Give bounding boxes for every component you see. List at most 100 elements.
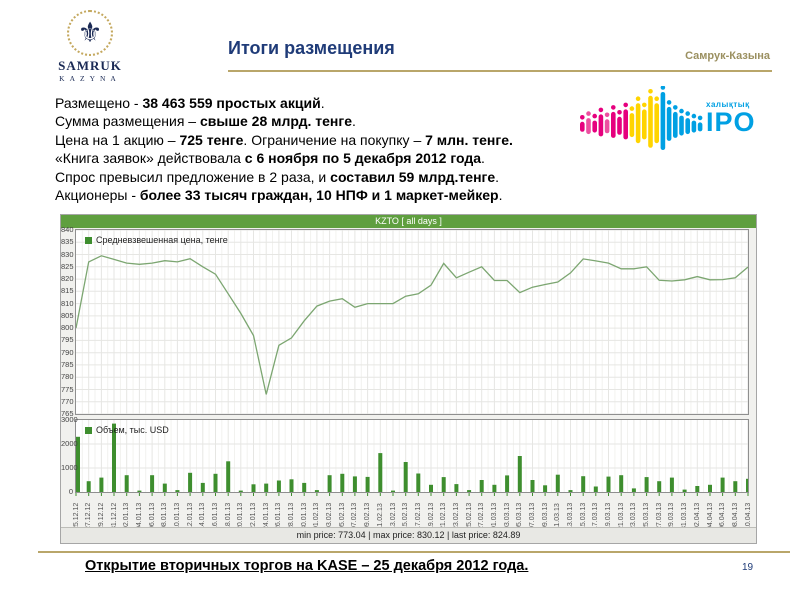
price-legend-label: Средневзвешенная цена, тенге bbox=[96, 235, 228, 245]
date-label: 17.03.13 bbox=[592, 502, 600, 530]
price-y-label: 805 bbox=[61, 310, 74, 320]
price-y-label: 790 bbox=[61, 347, 74, 357]
volume-pane: Объем, тыс. USD bbox=[75, 419, 749, 493]
volume-bar-plot bbox=[76, 420, 748, 492]
footer-rule bbox=[38, 551, 790, 553]
date-label: 02.04.13 bbox=[693, 502, 701, 530]
date-label: 07.03.13 bbox=[529, 502, 536, 530]
date-label: 11.02.13 bbox=[376, 503, 384, 530]
date-label: 05.03.13 bbox=[516, 502, 524, 530]
volume-y-label: 3000 bbox=[61, 415, 78, 424]
footer-text: Открытие вторичных торгов на KASE – 25 д… bbox=[85, 558, 529, 574]
price-y-label: 770 bbox=[61, 396, 74, 406]
price-y-label: 765 bbox=[61, 409, 74, 418]
date-label: 11.03.13 bbox=[554, 503, 562, 530]
volume-y-label: 0 bbox=[68, 487, 73, 496]
body-line: «Книга заявок» действовала с 6 ноября по… bbox=[55, 150, 485, 167]
price-y-label: 835 bbox=[61, 237, 74, 247]
date-label: 13.03.13 bbox=[567, 502, 574, 530]
date-label: 02.01.13 bbox=[123, 502, 131, 530]
date-label: 29.12.12 bbox=[97, 502, 105, 530]
page-number: 19 bbox=[742, 562, 754, 573]
price-y-label: 840 bbox=[61, 225, 74, 234]
date-label: 27.03.13 bbox=[655, 502, 663, 530]
price-legend: Средневзвешенная цена, тенге bbox=[85, 235, 228, 245]
date-label: 12.01.13 bbox=[186, 502, 194, 530]
body-line: Спрос превысил предложение в 2 раза, и с… bbox=[55, 168, 500, 185]
logo-text-samruk: SAMRUK bbox=[58, 58, 122, 73]
ipo-text-small: халықтық bbox=[706, 100, 750, 109]
date-label: 08.04.13 bbox=[731, 502, 739, 530]
date-label: 01.03.13 bbox=[490, 502, 498, 530]
price-line-plot bbox=[76, 230, 748, 414]
body-text-block: Размещено - 38 463 559 простых акций. Су… bbox=[55, 94, 590, 204]
date-label: 18.01.13 bbox=[224, 502, 232, 530]
date-label: 21.02.13 bbox=[440, 502, 448, 530]
x-axis-date-labels: 25.12.12 27.12.12 29.12.12 31.12.12 02.01.13… bbox=[72, 496, 752, 530]
date-label: 03.03.13 bbox=[503, 502, 511, 530]
ipo-logo-text: халықтық IPO bbox=[706, 100, 768, 137]
date-label: 06.04.13 bbox=[719, 502, 727, 530]
date-label: 10.04.13 bbox=[744, 502, 752, 530]
date-label: 13.02.13 bbox=[389, 502, 397, 530]
ipo-logo-bars-icon bbox=[580, 86, 703, 150]
samruk-emblem-icon: ⚜ bbox=[67, 10, 113, 56]
date-label: 28.01.13 bbox=[288, 502, 295, 530]
date-label: 09.02.13 bbox=[364, 502, 372, 530]
ipo-logo: халықтық IPO bbox=[578, 86, 768, 164]
date-label: 26.01.13 bbox=[275, 502, 283, 530]
legend-swatch-icon bbox=[85, 236, 92, 244]
date-label: 22.01.13 bbox=[250, 502, 257, 530]
date-label: 27.12.12 bbox=[85, 502, 93, 530]
date-label: 15.03.13 bbox=[579, 502, 587, 530]
date-label: 20.01.13 bbox=[237, 502, 245, 530]
date-label: 14.01.13 bbox=[199, 502, 207, 530]
price-y-label: 830 bbox=[61, 249, 74, 259]
date-label: 04.04.13 bbox=[706, 502, 714, 530]
volume-y-label: 2000 bbox=[61, 439, 78, 448]
price-y-label: 815 bbox=[61, 286, 74, 296]
date-label: 25.03.13 bbox=[643, 502, 651, 530]
date-label: 19.03.13 bbox=[605, 502, 612, 530]
chart-title-bar: KZTO [ all days ] bbox=[61, 215, 756, 228]
date-label: 07.02.13 bbox=[351, 502, 359, 530]
samruk-kazyna-logo: ⚜ SAMRUK KAZYNA bbox=[42, 10, 138, 83]
date-label: 06.01.13 bbox=[148, 502, 156, 530]
brand-label: Самрук-Казына bbox=[685, 50, 770, 62]
date-label: 30.01.13 bbox=[300, 502, 308, 530]
volume-legend-label: Объем, тыс. USD bbox=[96, 425, 169, 435]
date-label: 29.03.13 bbox=[668, 502, 676, 530]
price-y-label: 785 bbox=[61, 359, 74, 369]
date-label: 05.02.13 bbox=[338, 502, 346, 530]
date-label: 27.02.13 bbox=[478, 502, 486, 530]
price-y-label: 780 bbox=[61, 372, 74, 382]
date-label: 08.01.13 bbox=[161, 502, 169, 530]
kzto-chart: KZTO [ all days ] Средневзвешенная цена,… bbox=[60, 214, 757, 544]
date-label: 17.02.13 bbox=[414, 502, 422, 530]
date-label: 31.03.13 bbox=[681, 502, 689, 530]
date-label: 25.12.12 bbox=[72, 502, 80, 530]
date-label: 04.01.13 bbox=[135, 502, 143, 530]
ipo-text-big: IPO bbox=[706, 107, 756, 137]
price-stats-bar: min price: 773.04 | max price: 830.12 | … bbox=[61, 527, 756, 543]
volume-legend: Объем, тыс. USD bbox=[85, 425, 169, 435]
date-label: 19.02.13 bbox=[427, 502, 435, 530]
price-y-label: 825 bbox=[61, 261, 74, 271]
price-y-label: 775 bbox=[61, 384, 74, 394]
price-y-label: 810 bbox=[61, 298, 74, 308]
body-line: Размещено - 38 463 559 простых акций. bbox=[55, 95, 325, 111]
date-label: 03.02.13 bbox=[326, 502, 334, 530]
date-label: 23.03.13 bbox=[630, 502, 638, 530]
logo-text-kazyna: KAZYNA bbox=[59, 74, 121, 83]
volume-y-label: 1000 bbox=[61, 463, 78, 472]
date-label: 09.03.13 bbox=[541, 502, 549, 530]
date-label: 31.12.12 bbox=[110, 502, 118, 530]
date-label: 16.01.13 bbox=[212, 502, 219, 530]
date-label: 10.01.13 bbox=[173, 502, 181, 530]
date-label: 25.02.13 bbox=[465, 502, 473, 530]
body-line: Сумма размещения – свыше 28 млрд. тенге. bbox=[55, 113, 356, 130]
page-title: Итоги размещения bbox=[228, 38, 395, 58]
date-label: 23.02.13 bbox=[452, 502, 460, 530]
date-label: 21.03.13 bbox=[617, 502, 625, 530]
